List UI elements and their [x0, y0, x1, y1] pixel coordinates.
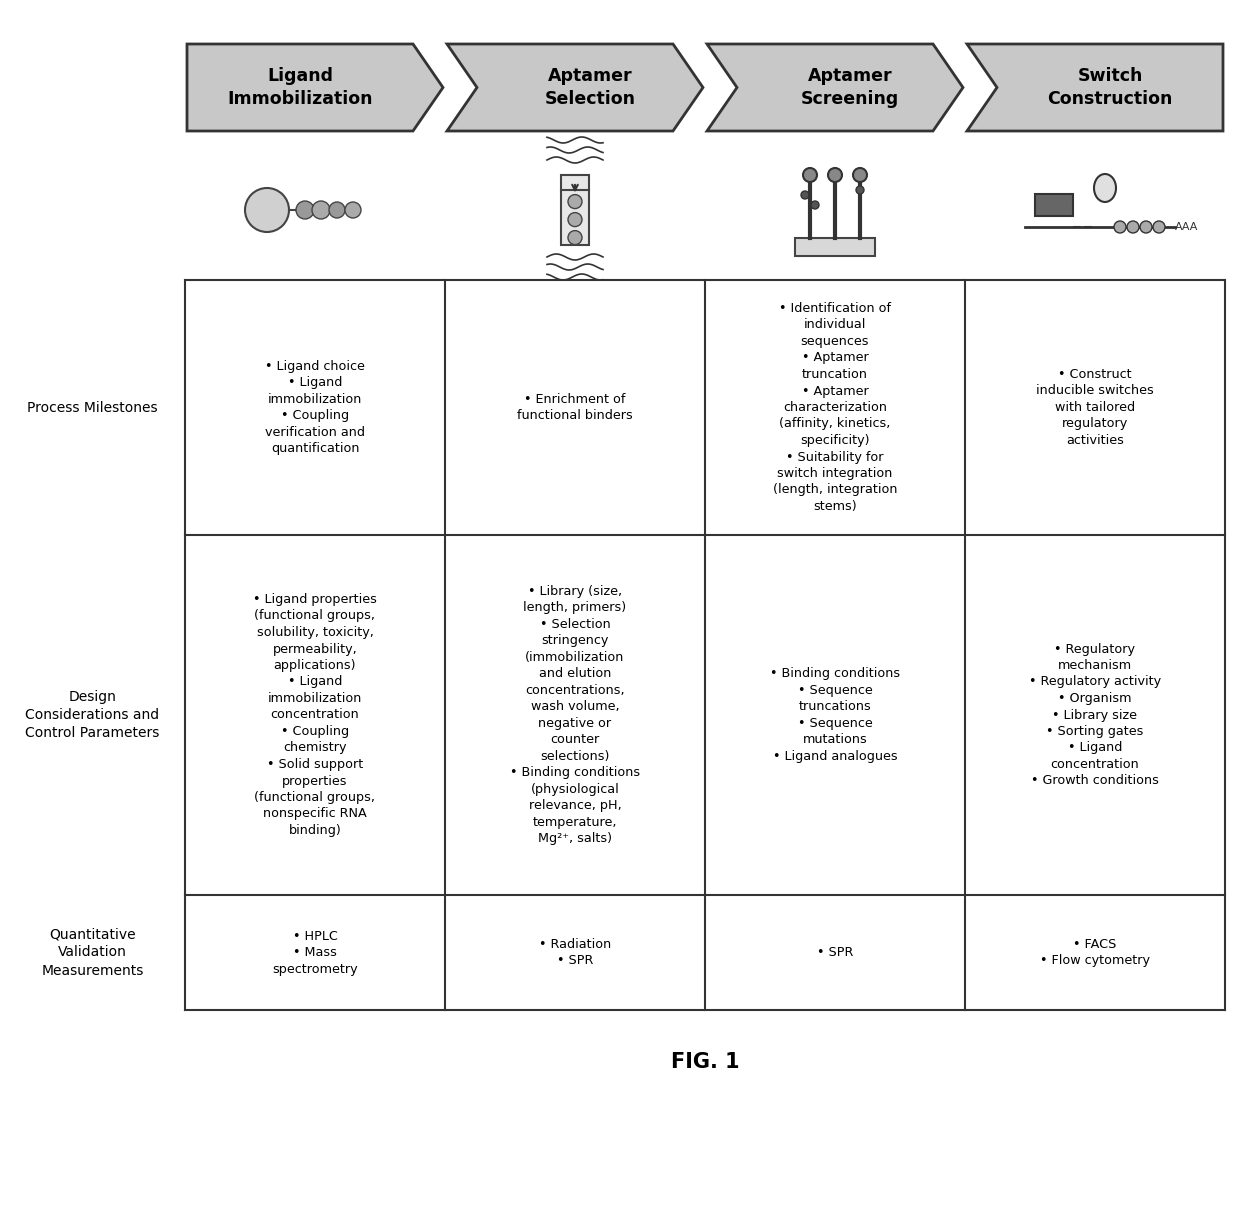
Ellipse shape	[1094, 173, 1116, 202]
Text: Switch
Construction: Switch Construction	[1048, 68, 1173, 107]
Text: • Radiation
• SPR: • Radiation • SPR	[539, 937, 611, 967]
Text: • Binding conditions
• Sequence
truncations
• Sequence
mutations
• Ligand analog: • Binding conditions • Sequence truncati…	[770, 667, 900, 763]
Circle shape	[804, 169, 817, 182]
Text: • FACS
• Flow cytometry: • FACS • Flow cytometry	[1040, 937, 1149, 967]
Circle shape	[1140, 221, 1152, 232]
Text: • SPR: • SPR	[817, 946, 853, 959]
Circle shape	[1153, 221, 1166, 232]
Circle shape	[568, 213, 582, 226]
Polygon shape	[707, 44, 963, 132]
Circle shape	[568, 230, 582, 245]
Polygon shape	[446, 44, 703, 132]
Circle shape	[1114, 221, 1126, 232]
Text: Quantitative
Validation
Measurements: Quantitative Validation Measurements	[41, 927, 144, 978]
Text: Ligand
Immobilization: Ligand Immobilization	[227, 68, 373, 107]
Bar	[560, 175, 589, 245]
Text: • HPLC
• Mass
spectrometry: • HPLC • Mass spectrometry	[273, 930, 358, 975]
Polygon shape	[967, 44, 1223, 132]
Circle shape	[246, 188, 289, 232]
Text: • Library (size,
length, primers)
• Selection
stringency
(immobilization
and elu: • Library (size, length, primers) • Sele…	[510, 584, 640, 845]
Text: • Identification of
individual
sequences
• Aptamer
truncation
• Aptamer
characte: • Identification of individual sequences…	[773, 303, 898, 513]
Text: AAA: AAA	[1176, 221, 1198, 232]
Text: Aptamer
Selection: Aptamer Selection	[544, 68, 635, 107]
Text: Aptamer
Screening: Aptamer Screening	[801, 68, 899, 107]
Text: FIG. 1: FIG. 1	[671, 1052, 739, 1073]
Bar	[795, 237, 875, 256]
Text: Process Milestones: Process Milestones	[27, 401, 157, 415]
Text: • Regulatory
mechanism
• Regulatory activity
• Organism
• Library size
• Sorting: • Regulatory mechanism • Regulatory acti…	[1029, 642, 1161, 787]
Circle shape	[828, 169, 842, 182]
Text: • Construct
inducible switches
with tailored
regulatory
activities: • Construct inducible switches with tail…	[1037, 368, 1154, 446]
Circle shape	[856, 186, 864, 194]
Circle shape	[329, 202, 345, 218]
Circle shape	[811, 200, 818, 209]
Circle shape	[801, 191, 808, 199]
Circle shape	[296, 200, 314, 219]
Text: • Ligand choice
• Ligand
immobilization
• Coupling
verification and
quantificati: • Ligand choice • Ligand immobilization …	[265, 359, 365, 455]
Text: Design
Considerations and
Control Parameters: Design Considerations and Control Parame…	[25, 690, 160, 740]
Polygon shape	[187, 44, 443, 132]
Circle shape	[568, 194, 582, 209]
Bar	[1035, 194, 1073, 216]
Text: • Ligand properties
(functional groups,
solubility, toxicity,
permeability,
appl: • Ligand properties (functional groups, …	[253, 593, 377, 836]
Circle shape	[345, 202, 361, 218]
Circle shape	[312, 200, 330, 219]
Circle shape	[853, 169, 867, 182]
Text: • Enrichment of
functional binders: • Enrichment of functional binders	[517, 392, 632, 422]
Circle shape	[1127, 221, 1140, 232]
